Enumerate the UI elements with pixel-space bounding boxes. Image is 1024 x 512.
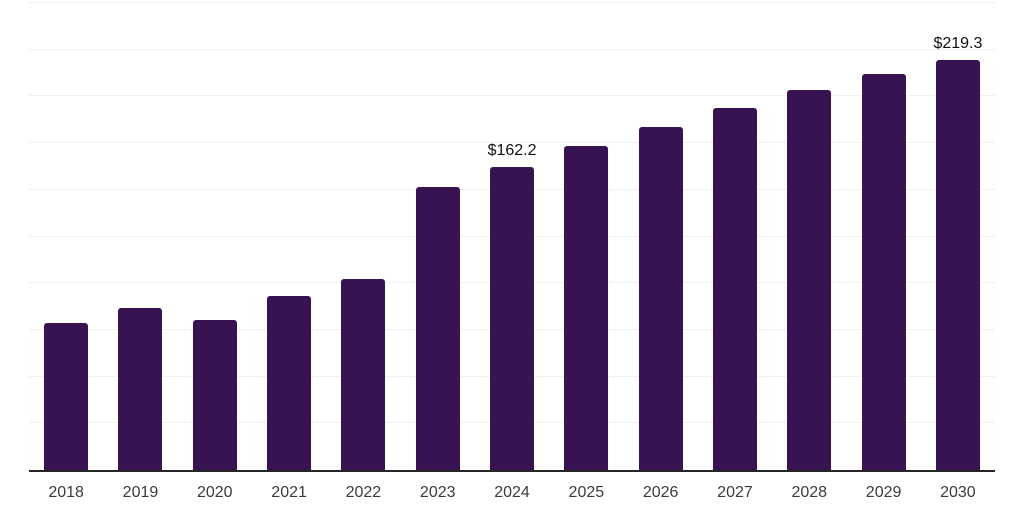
bar-column-2025: [549, 0, 623, 470]
bar-column-2024: $162.2: [475, 0, 549, 470]
x-tick-label-2028: 2028: [791, 484, 828, 501]
x-tick-label-2021: 2021: [271, 484, 307, 501]
x-tick-label-2022: 2022: [345, 484, 382, 501]
x-tick-label-2025: 2025: [568, 484, 605, 501]
bar-column-2018: [29, 0, 103, 470]
bar-2019: [118, 307, 163, 470]
x-tick-label-2029: 2029: [865, 484, 902, 501]
bar-2018: [44, 322, 89, 470]
bar-column-2029: [846, 0, 920, 470]
x-axis-labels: 2018 2019 2020 2021 2022 2023 2024 2025 2026 2027…: [29, 472, 995, 501]
bar-column-2030: $219.3: [921, 0, 995, 470]
bar-value-label-2030: $219.3: [933, 35, 983, 53]
bar-column-2028: [772, 0, 846, 470]
bar-2027: [712, 107, 757, 470]
x-tick-label-2023: 2023: [419, 484, 456, 501]
bar-2024: [490, 167, 535, 470]
bar-2029: [861, 74, 906, 470]
bar-column-2019: [103, 0, 177, 470]
bar-2025: [564, 145, 609, 470]
bar-2023: [415, 187, 460, 470]
bar-value-label-2024: $162.2: [487, 142, 537, 159]
bar-column-2022: [326, 0, 400, 470]
x-tick-label-2020: 2020: [196, 484, 233, 501]
bar-column-2021: [252, 0, 326, 470]
bar-2026: [638, 126, 683, 470]
x-tick-label-2030: 2030: [940, 484, 976, 501]
bar-column-2026: [624, 0, 698, 470]
bar-column-2023: [401, 0, 475, 470]
bars-container: $162.2 $219.3: [29, 0, 995, 470]
gridline-250: [29, 2, 995, 3]
gridline-175: [29, 142, 995, 144]
bar-2028: [787, 89, 832, 470]
gridline-200: [29, 95, 995, 97]
bar-column-2027: [698, 0, 772, 470]
bar-2030: [935, 60, 980, 470]
x-tick-label-2027: 2027: [717, 484, 753, 501]
gridline-225: [29, 48, 995, 50]
bar-2021: [267, 295, 312, 470]
bar-2020: [192, 320, 237, 470]
x-tick-label-2019: 2019: [122, 484, 159, 501]
bar-column-2020: [178, 0, 252, 470]
x-tick-label-2024: 2024: [494, 484, 530, 501]
bar-2022: [341, 278, 386, 470]
x-tick-label-2026: 2026: [642, 484, 679, 501]
x-tick-label-2018: 2018: [48, 484, 84, 501]
plot-area: $162.2 $219.3: [29, 0, 995, 472]
